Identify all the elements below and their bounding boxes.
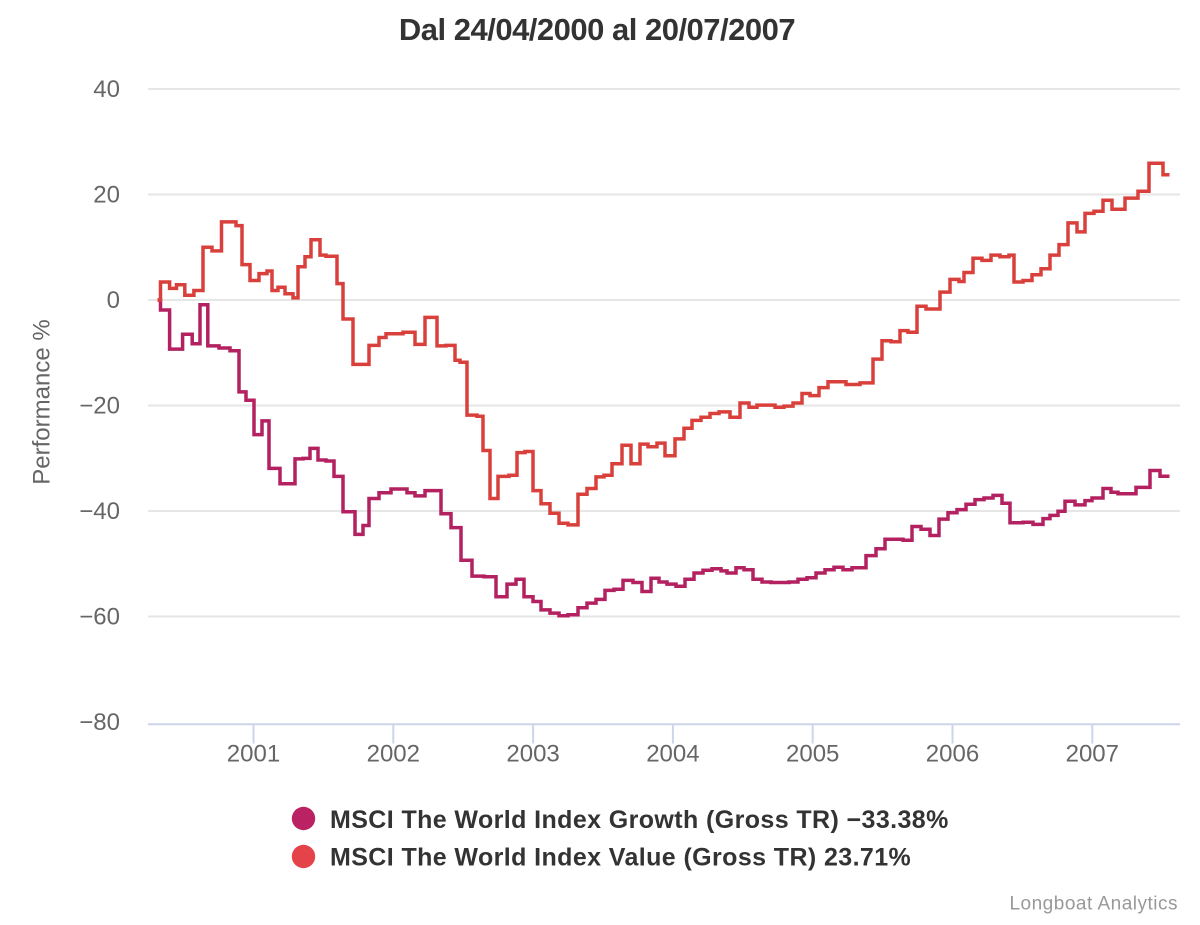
svg-text:Performance %: Performance % <box>29 319 56 484</box>
svg-text:−60: −60 <box>79 604 120 631</box>
svg-text:2007: 2007 <box>1066 741 1119 768</box>
svg-text:MSCI The World Index Value (Gr: MSCI The World Index Value (Gross TR) 23… <box>330 844 911 872</box>
svg-text:−40: −40 <box>79 498 120 525</box>
svg-text:Longboat Analytics: Longboat Analytics <box>1009 894 1178 915</box>
svg-text:2005: 2005 <box>786 741 839 768</box>
svg-text:0: 0 <box>107 287 120 314</box>
svg-text:−20: −20 <box>79 393 120 420</box>
svg-text:40: 40 <box>93 76 120 103</box>
svg-text:2003: 2003 <box>506 741 559 768</box>
svg-text:MSCI The World Index Growth (G: MSCI The World Index Growth (Gross TR) −… <box>330 806 949 834</box>
svg-text:20: 20 <box>93 182 120 209</box>
svg-text:2004: 2004 <box>646 741 699 768</box>
svg-text:Dal 24/04/2000 al 20/07/2007: Dal 24/04/2000 al 20/07/2007 <box>399 12 795 47</box>
svg-text:2002: 2002 <box>367 741 420 768</box>
svg-text:2006: 2006 <box>926 741 979 768</box>
svg-text:2001: 2001 <box>227 741 280 768</box>
svg-text:−80: −80 <box>79 709 120 736</box>
